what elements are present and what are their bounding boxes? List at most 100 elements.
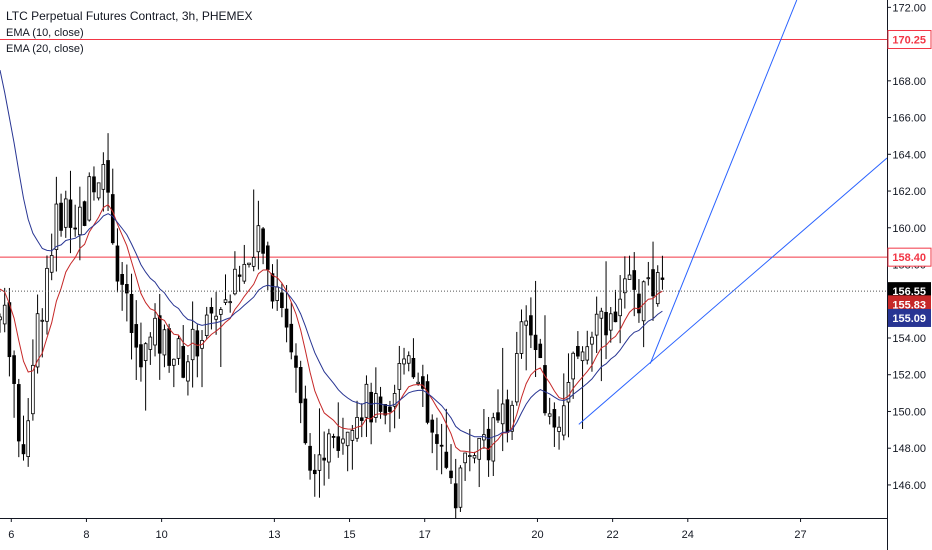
candle[interactable] <box>247 262 251 268</box>
candle[interactable] <box>627 255 632 280</box>
candle[interactable] <box>660 255 665 290</box>
candle[interactable] <box>406 351 411 372</box>
candle[interactable] <box>209 297 214 330</box>
candle[interactable] <box>623 256 627 309</box>
candle[interactable] <box>242 244 247 284</box>
candle[interactable] <box>374 367 378 423</box>
candle[interactable] <box>115 228 120 293</box>
candle[interactable] <box>251 189 256 272</box>
candle[interactable] <box>322 431 326 486</box>
candle[interactable] <box>237 265 242 292</box>
ema20-line[interactable] <box>0 69 663 440</box>
trendline-1[interactable] <box>649 0 798 364</box>
candle[interactable] <box>655 265 660 307</box>
candle[interactable] <box>134 300 139 380</box>
candle[interactable] <box>275 259 279 311</box>
price-badge-level[interactable]: 170.25 <box>887 29 932 49</box>
candle[interactable] <box>524 305 528 371</box>
candle[interactable] <box>68 170 73 254</box>
candle[interactable] <box>101 152 106 212</box>
candle[interactable] <box>167 323 171 373</box>
candle[interactable] <box>585 330 590 365</box>
candle[interactable] <box>594 296 599 353</box>
price-badge-ema20[interactable]: 155.09 <box>888 308 931 327</box>
candle[interactable] <box>482 408 486 449</box>
candle[interactable] <box>303 385 308 445</box>
candle[interactable] <box>298 360 303 424</box>
candle[interactable] <box>359 403 364 438</box>
candle[interactable] <box>139 322 143 382</box>
candle[interactable] <box>331 433 336 449</box>
candle[interactable] <box>233 251 237 296</box>
candle[interactable] <box>547 397 552 425</box>
candle[interactable] <box>364 375 369 437</box>
candle[interactable] <box>392 384 397 429</box>
candle[interactable] <box>157 293 162 380</box>
candle[interactable] <box>106 133 110 212</box>
candle[interactable] <box>214 291 218 335</box>
candle[interactable] <box>632 252 637 317</box>
candle[interactable] <box>73 204 77 237</box>
candle[interactable] <box>200 330 204 388</box>
candle[interactable] <box>637 279 641 323</box>
candle[interactable] <box>49 233 54 281</box>
candle[interactable] <box>59 193 63 237</box>
candle[interactable] <box>529 297 533 349</box>
candle[interactable] <box>82 200 87 227</box>
candle[interactable] <box>411 338 416 379</box>
candle[interactable] <box>336 402 341 458</box>
candle[interactable] <box>538 338 543 359</box>
candle[interactable] <box>416 372 420 386</box>
candle[interactable] <box>40 308 45 358</box>
candle[interactable] <box>486 416 491 477</box>
candle[interactable] <box>613 289 618 323</box>
candle[interactable] <box>355 400 359 442</box>
candle[interactable] <box>162 324 167 368</box>
candle[interactable] <box>463 452 467 481</box>
candle[interactable] <box>510 400 514 440</box>
candle[interactable] <box>284 285 289 343</box>
candle[interactable] <box>317 408 322 498</box>
candle[interactable] <box>125 264 129 322</box>
candle[interactable] <box>92 166 96 201</box>
candle[interactable] <box>186 354 190 396</box>
candle[interactable] <box>552 402 557 447</box>
candle[interactable] <box>289 302 294 360</box>
candle[interactable] <box>21 415 26 461</box>
candle[interactable] <box>651 241 655 321</box>
candle[interactable] <box>181 325 186 379</box>
candle[interactable] <box>204 306 209 340</box>
candle[interactable] <box>496 389 500 423</box>
candle[interactable] <box>369 382 373 445</box>
candle[interactable] <box>341 417 345 455</box>
candle[interactable] <box>110 168 115 245</box>
candle[interactable] <box>505 389 510 443</box>
candle[interactable] <box>54 176 59 272</box>
candle[interactable] <box>435 417 439 471</box>
candle[interactable] <box>228 294 233 313</box>
candle[interactable] <box>397 345 402 419</box>
candle[interactable] <box>63 190 68 238</box>
ema10-legend[interactable]: EMA (10, close) <box>6 27 84 39</box>
candle[interactable] <box>641 280 646 348</box>
candle[interactable] <box>223 274 228 306</box>
candle[interactable] <box>308 433 312 480</box>
ema20-legend[interactable]: EMA (20, close) <box>6 43 84 55</box>
candle[interactable] <box>96 182 101 201</box>
candle[interactable] <box>350 425 355 470</box>
candle[interactable] <box>449 444 453 484</box>
candle[interactable] <box>256 200 261 270</box>
candle[interactable] <box>430 414 435 454</box>
candle[interactable] <box>477 437 482 488</box>
candle[interactable] <box>219 307 223 368</box>
candle[interactable] <box>12 350 16 418</box>
candle[interactable] <box>172 358 176 388</box>
candle[interactable] <box>195 324 200 378</box>
candle[interactable] <box>120 262 124 311</box>
candle[interactable] <box>618 275 622 344</box>
candle[interactable] <box>604 261 608 360</box>
candle[interactable] <box>190 301 195 388</box>
candle[interactable] <box>153 303 157 357</box>
candle[interactable] <box>500 347 505 452</box>
